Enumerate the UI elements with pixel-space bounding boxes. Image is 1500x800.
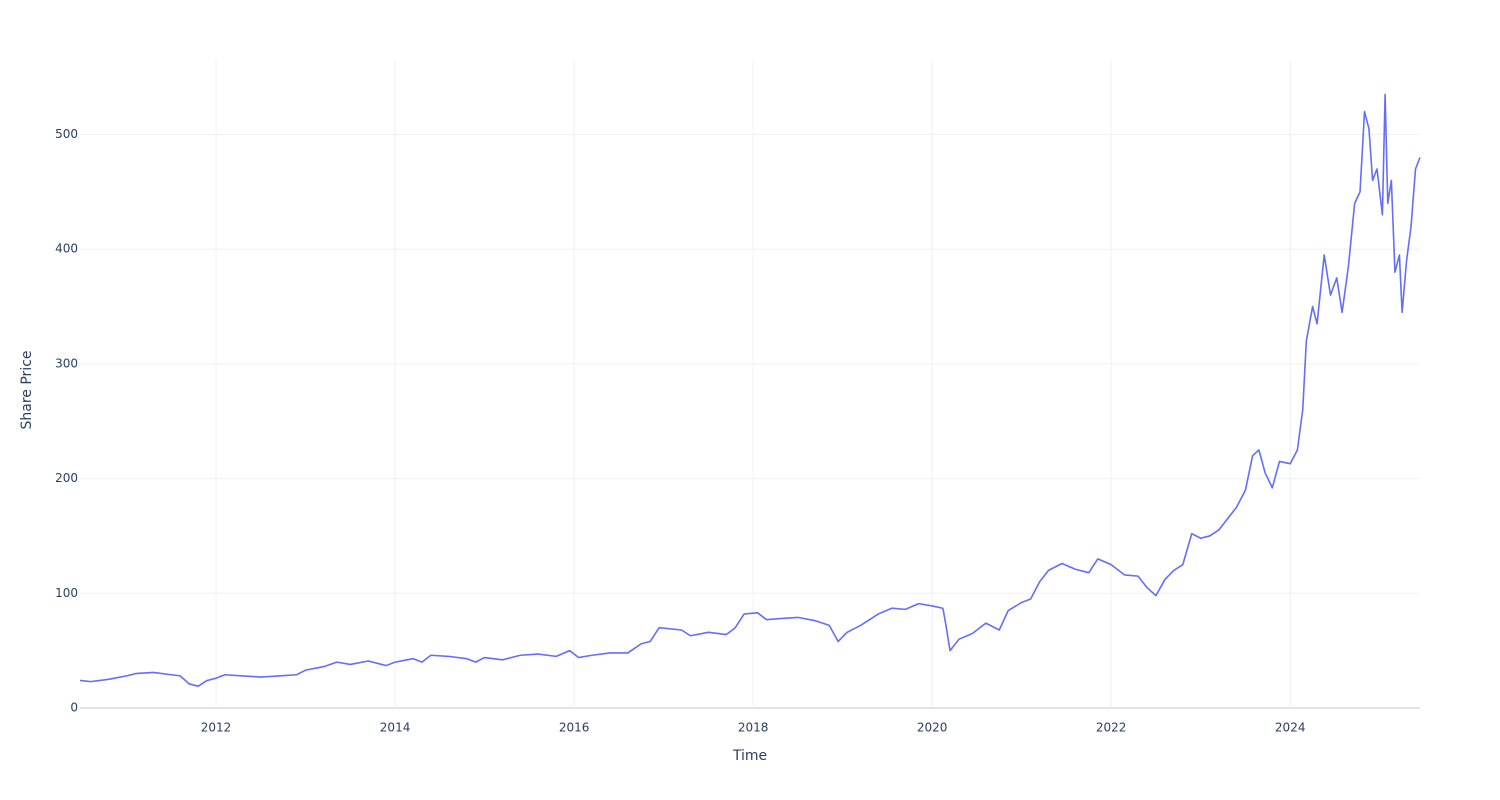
x-tick-label: 2024: [1275, 721, 1306, 735]
y-axis-title: Share Price: [19, 350, 35, 429]
y-tick-label: 500: [55, 127, 78, 141]
price-line: [79, 93, 1421, 688]
y-tick-label: 100: [55, 586, 78, 600]
x-tick-label: 2018: [738, 721, 769, 735]
x-tick-label: 2020: [917, 721, 948, 735]
y-tick-label: 300: [55, 356, 78, 370]
x-tick-label: 2014: [380, 721, 411, 735]
x-tick-label: 2016: [559, 721, 590, 735]
x-axis-title: Time: [732, 748, 767, 764]
y-tick-label: 0: [70, 701, 78, 715]
x-tick-label: 2022: [1096, 721, 1127, 735]
y-tick-label: 200: [55, 471, 78, 485]
x-tick-label: 2012: [201, 721, 232, 735]
y-tick-label: 400: [55, 242, 78, 256]
